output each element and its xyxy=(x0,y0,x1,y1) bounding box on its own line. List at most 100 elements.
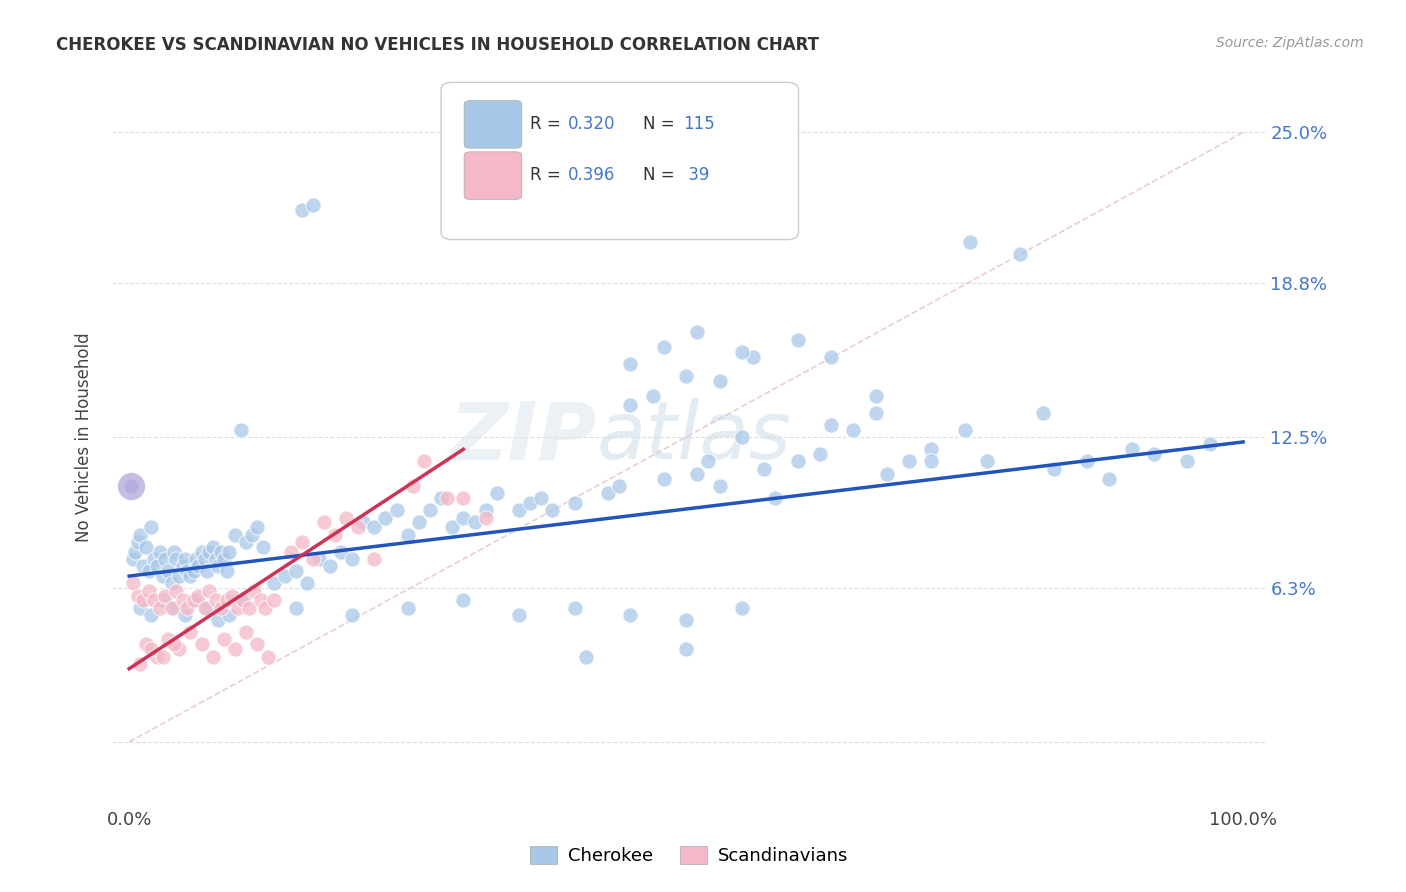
Point xyxy=(697,454,720,468)
Point xyxy=(820,350,842,364)
Point xyxy=(865,406,887,420)
Point xyxy=(187,559,209,574)
Point xyxy=(731,344,754,359)
Point xyxy=(152,649,174,664)
Point xyxy=(243,583,266,598)
Point xyxy=(742,350,765,364)
Point xyxy=(318,559,340,574)
Point xyxy=(263,576,285,591)
Point xyxy=(329,544,352,558)
Point xyxy=(619,608,641,623)
Point xyxy=(224,642,246,657)
Point xyxy=(235,625,257,640)
Point xyxy=(865,389,887,403)
Point xyxy=(652,340,675,354)
Point xyxy=(976,454,998,468)
Point xyxy=(453,491,475,505)
Point xyxy=(820,417,842,432)
Point xyxy=(183,593,205,607)
Point xyxy=(173,552,195,566)
FancyBboxPatch shape xyxy=(464,152,522,200)
Point xyxy=(474,503,496,517)
Point xyxy=(142,552,165,566)
Point xyxy=(285,564,308,578)
Point xyxy=(323,527,346,541)
Point xyxy=(263,593,285,607)
Text: N =: N = xyxy=(643,166,679,185)
Point xyxy=(121,576,143,591)
Point xyxy=(686,325,709,339)
Point xyxy=(176,600,198,615)
Point xyxy=(124,544,146,558)
Point xyxy=(179,569,201,583)
Point xyxy=(218,608,240,623)
Point xyxy=(224,527,246,541)
Point xyxy=(173,608,195,623)
Text: ZIP: ZIP xyxy=(450,398,596,476)
Point xyxy=(786,333,808,347)
Point xyxy=(160,600,183,615)
Point xyxy=(184,552,207,566)
Point xyxy=(1177,454,1199,468)
Point xyxy=(763,491,786,505)
Point xyxy=(129,600,152,615)
Point xyxy=(238,600,260,615)
Point xyxy=(131,559,153,574)
Point xyxy=(240,527,263,541)
Point xyxy=(302,198,325,212)
Point xyxy=(340,608,363,623)
Point xyxy=(842,423,865,437)
Point xyxy=(402,479,425,493)
Point xyxy=(198,583,221,598)
Point xyxy=(413,454,436,468)
Point xyxy=(149,600,172,615)
Point xyxy=(619,357,641,371)
Point xyxy=(254,600,277,615)
Point xyxy=(190,637,212,651)
Text: 39: 39 xyxy=(683,166,710,185)
Point xyxy=(183,564,205,578)
Point xyxy=(129,527,152,541)
Point xyxy=(959,235,981,249)
Point xyxy=(598,486,620,500)
Point xyxy=(163,600,186,615)
Point xyxy=(436,491,458,505)
Text: 0.396: 0.396 xyxy=(568,166,616,185)
Point xyxy=(120,479,142,493)
Point xyxy=(308,552,330,566)
Point xyxy=(519,496,541,510)
Point xyxy=(346,520,368,534)
Point xyxy=(153,552,176,566)
Point xyxy=(165,583,187,598)
Point xyxy=(396,527,419,541)
Point xyxy=(441,520,464,534)
Point xyxy=(396,600,419,615)
Text: R =: R = xyxy=(530,166,565,185)
Text: R =: R = xyxy=(530,115,565,133)
Y-axis label: No Vehicles in Household: No Vehicles in Household xyxy=(75,332,93,542)
Point xyxy=(641,389,664,403)
Point xyxy=(138,583,160,598)
Point xyxy=(430,491,453,505)
Point xyxy=(508,503,530,517)
Point xyxy=(179,625,201,640)
Point xyxy=(127,589,149,603)
Point xyxy=(194,600,217,615)
Point xyxy=(675,613,697,627)
Point xyxy=(297,576,319,591)
Point xyxy=(141,608,163,623)
Point xyxy=(474,510,496,524)
Point xyxy=(195,600,218,615)
Point xyxy=(363,552,385,566)
Point xyxy=(246,637,269,651)
Point xyxy=(209,544,232,558)
Point xyxy=(675,642,697,657)
Point xyxy=(169,569,191,583)
Point xyxy=(121,552,143,566)
Point xyxy=(190,544,212,558)
FancyBboxPatch shape xyxy=(441,82,799,240)
Point xyxy=(453,593,475,607)
Point xyxy=(920,454,942,468)
Point xyxy=(228,600,250,615)
Point xyxy=(165,552,187,566)
